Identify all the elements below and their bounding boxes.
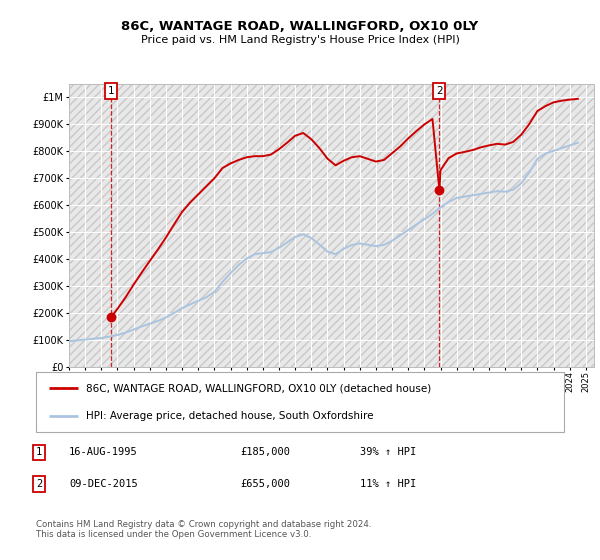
Text: HPI: Average price, detached house, South Oxfordshire: HPI: Average price, detached house, Sout…	[86, 411, 374, 421]
Text: 86C, WANTAGE ROAD, WALLINGFORD, OX10 0LY (detached house): 86C, WANTAGE ROAD, WALLINGFORD, OX10 0LY…	[86, 383, 431, 393]
Text: 16-AUG-1995: 16-AUG-1995	[69, 447, 138, 458]
Text: 1: 1	[36, 447, 42, 458]
Text: £655,000: £655,000	[240, 479, 290, 489]
Text: Price paid vs. HM Land Registry's House Price Index (HPI): Price paid vs. HM Land Registry's House …	[140, 35, 460, 45]
Text: 2: 2	[436, 86, 443, 96]
Text: 2: 2	[36, 479, 42, 489]
Text: 09-DEC-2015: 09-DEC-2015	[69, 479, 138, 489]
Text: 1: 1	[108, 86, 115, 96]
Text: 11% ↑ HPI: 11% ↑ HPI	[360, 479, 416, 489]
Text: 39% ↑ HPI: 39% ↑ HPI	[360, 447, 416, 458]
Text: Contains HM Land Registry data © Crown copyright and database right 2024.
This d: Contains HM Land Registry data © Crown c…	[36, 520, 371, 539]
Text: £185,000: £185,000	[240, 447, 290, 458]
Text: 86C, WANTAGE ROAD, WALLINGFORD, OX10 0LY: 86C, WANTAGE ROAD, WALLINGFORD, OX10 0LY	[121, 20, 479, 32]
FancyBboxPatch shape	[36, 372, 564, 432]
